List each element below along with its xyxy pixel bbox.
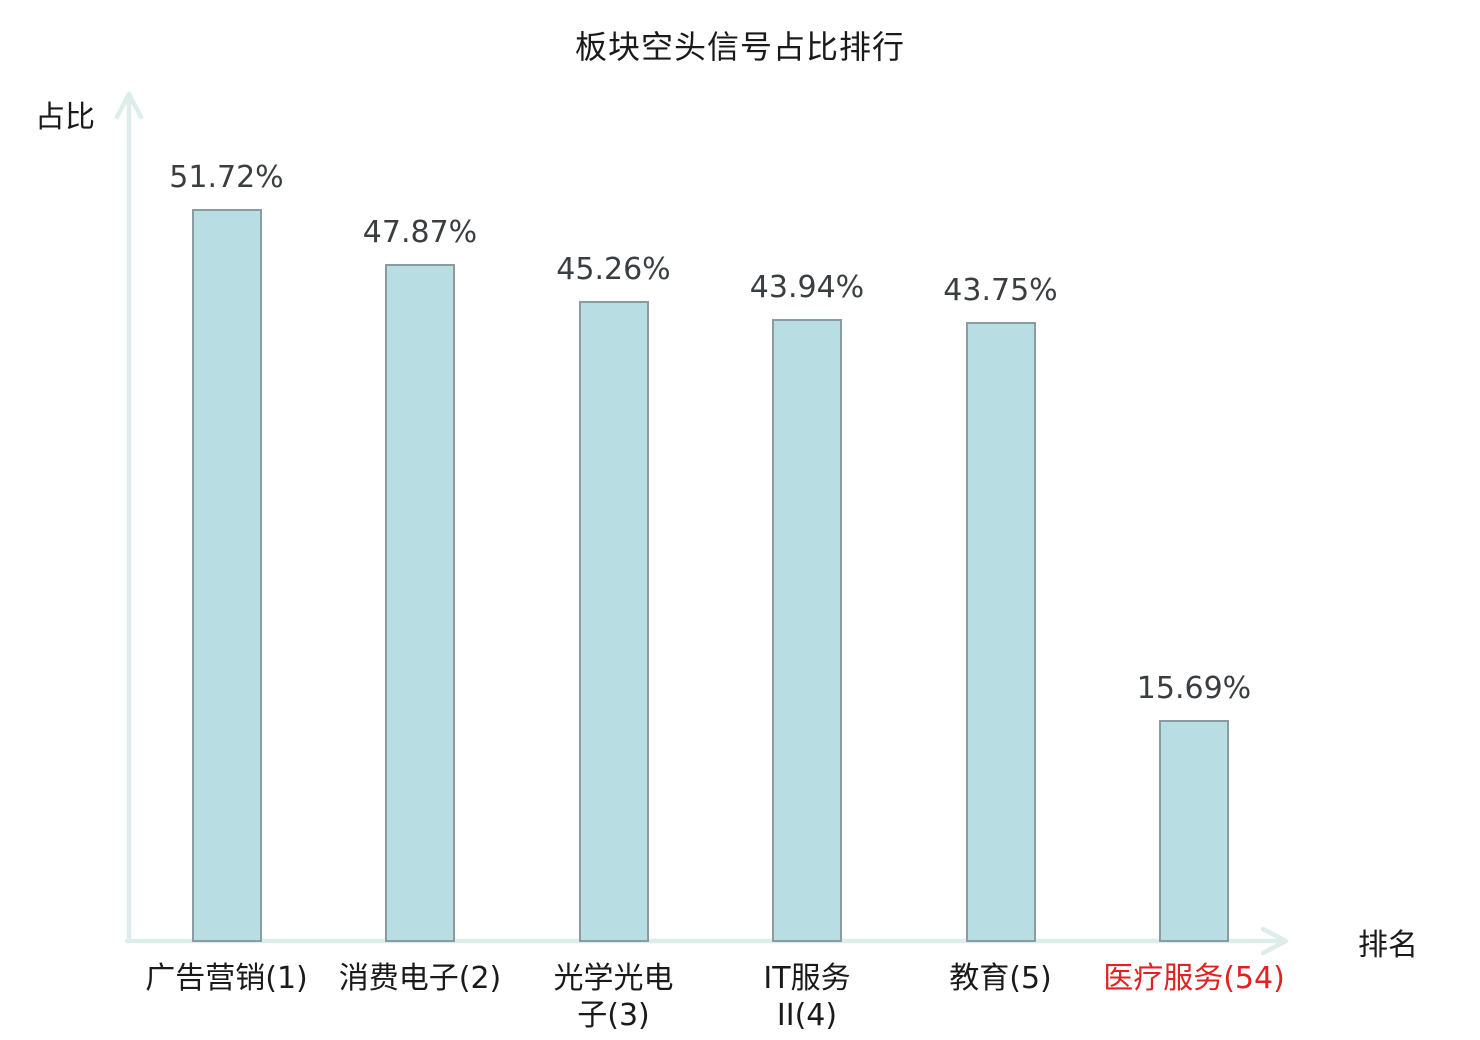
- chart-title: 板块空头信号占比排行: [574, 28, 905, 66]
- bar: [191, 209, 262, 942]
- bar-category-label: 教育(5): [949, 961, 1052, 996]
- bar: [1159, 720, 1229, 942]
- bar-value-label: 43.94%: [749, 270, 865, 305]
- y-axis-arrow-icon: [114, 91, 144, 120]
- bar: [385, 264, 455, 942]
- bar-category-label: 消费电子(2): [338, 961, 502, 996]
- x-axis-title: 排名: [1358, 928, 1418, 963]
- bar: [772, 319, 842, 942]
- bar: [965, 322, 1036, 942]
- bar: [578, 301, 649, 942]
- y-axis-title: 占比: [35, 100, 95, 135]
- bar-category-label: 广告营销(1): [145, 961, 308, 996]
- bar-value-label: 51.72%: [169, 160, 284, 195]
- bar-category-label: IT服务 II(4): [763, 961, 851, 1033]
- bar-value-label: 47.87%: [362, 215, 478, 250]
- x-axis-arrow-icon: [1260, 926, 1289, 956]
- bar-value-label: 45.26%: [556, 252, 671, 287]
- bar-category-label: 医疗服务(54): [1103, 961, 1285, 996]
- bar-value-label: 43.75%: [943, 273, 1058, 308]
- bar-category-label: 光学光电 子(3): [553, 961, 674, 1033]
- bar-value-label: 15.69%: [1136, 671, 1252, 706]
